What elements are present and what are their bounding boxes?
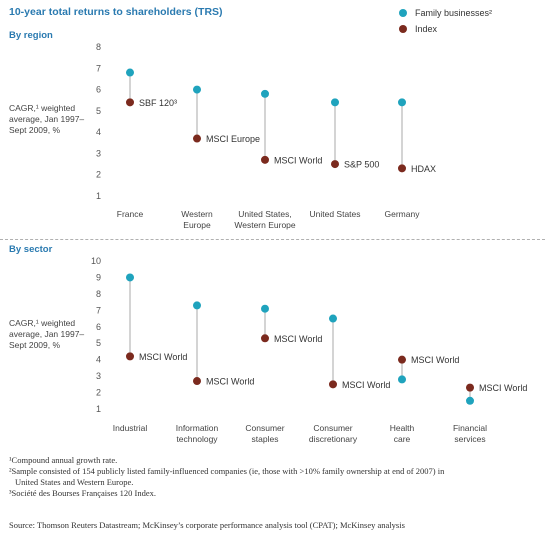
x-category-label: Germany bbox=[385, 209, 421, 219]
section-title-sector: By sector bbox=[9, 244, 53, 255]
x-category-label: Consumer bbox=[245, 423, 284, 433]
y-tick-label: 6 bbox=[96, 85, 101, 95]
x-category-label: United States bbox=[309, 209, 360, 219]
x-category-label: Industrial bbox=[113, 423, 148, 433]
legend: Family businesses² Index bbox=[399, 6, 492, 38]
x-category-label: Western bbox=[181, 209, 213, 219]
family-business-point bbox=[261, 89, 269, 98]
family-business-point bbox=[398, 98, 406, 107]
index-point bbox=[329, 380, 337, 389]
x-category-label: discretionary bbox=[309, 434, 358, 444]
y-tick-label: 9 bbox=[96, 272, 101, 282]
index-point bbox=[466, 383, 474, 392]
legend-item-index: Index bbox=[399, 22, 492, 36]
x-category-label: United States, bbox=[238, 209, 291, 219]
x-category-label: staples bbox=[252, 434, 279, 444]
y-tick-label: 8 bbox=[96, 289, 101, 299]
index-data-label: SBF 120³ bbox=[139, 98, 177, 108]
y-tick-label: 7 bbox=[96, 63, 101, 73]
y-tick-label: 3 bbox=[96, 371, 101, 381]
legend-index-label: Index bbox=[415, 24, 438, 34]
chart-sector: 1 2 3 4 5 6 7 8 9 10 MSCI World Industrial MSCI Worl… bbox=[91, 256, 527, 444]
index-point bbox=[193, 134, 201, 143]
section-divider bbox=[0, 239, 545, 240]
family-dot-icon bbox=[399, 9, 407, 17]
index-point bbox=[126, 98, 134, 107]
source-note: Source: Thomson Reuters Datastream; McKi… bbox=[9, 520, 405, 530]
legend-item-family: Family businesses² bbox=[399, 6, 492, 20]
section-title-region: By region bbox=[9, 30, 53, 41]
x-category-label: Financial bbox=[453, 423, 487, 433]
legend-family-label: Family businesses² bbox=[415, 8, 493, 18]
chart-region: 1 2 3 4 5 6 7 8 SBF 120³ France MSCI Europe Western… bbox=[96, 42, 436, 230]
index-point bbox=[261, 155, 269, 164]
footnotes: ¹Compound annual growth rate. ²Sample co… bbox=[9, 455, 444, 499]
y-tick-label: 3 bbox=[96, 148, 101, 158]
x-category-label: Health bbox=[390, 423, 415, 433]
y-tick-label: 4 bbox=[96, 127, 101, 137]
index-data-label: S&P 500 bbox=[344, 160, 379, 170]
family-business-point bbox=[329, 314, 337, 323]
index-point bbox=[193, 377, 201, 386]
y-tick-label: 4 bbox=[96, 355, 101, 365]
y-tick-label: 8 bbox=[96, 42, 101, 52]
x-category-label: Europe bbox=[183, 220, 211, 230]
family-business-point bbox=[331, 98, 339, 107]
y-axis-label-region: CAGR,¹ weighted average, Jan 1997– Sept 20… bbox=[9, 103, 85, 135]
index-data-label: MSCI World bbox=[274, 334, 322, 344]
x-category-label: Western Europe bbox=[234, 220, 296, 230]
y-tick-label: 7 bbox=[96, 305, 101, 315]
y-tick-label: 10 bbox=[91, 256, 101, 266]
y-tick-label: 6 bbox=[96, 322, 101, 332]
y-tick-label: 5 bbox=[96, 106, 101, 116]
index-data-label: HDAX bbox=[411, 164, 436, 174]
x-category-label: services bbox=[454, 434, 485, 444]
family-business-point bbox=[466, 396, 474, 405]
index-data-label: MSCI World bbox=[342, 380, 390, 390]
x-category-label: Information bbox=[176, 423, 219, 433]
family-business-point bbox=[126, 273, 134, 282]
x-category-label: technology bbox=[176, 434, 218, 444]
footnote-3: ³Société des Bourses Françaises 120 Inde… bbox=[9, 488, 157, 498]
footnote-1: ¹Compound annual growth rate. bbox=[9, 455, 118, 465]
y-tick-label: 2 bbox=[96, 388, 101, 398]
index-data-label: MSCI World bbox=[274, 155, 322, 165]
footnote-2-cont: United States and Western Europe. bbox=[15, 477, 134, 487]
index-data-label: MSCI World bbox=[206, 377, 254, 387]
y-tick-label: 2 bbox=[96, 170, 101, 180]
index-dot-icon bbox=[399, 25, 407, 33]
index-data-label: MSCI World bbox=[139, 352, 187, 362]
y-tick-label: 1 bbox=[96, 404, 101, 414]
family-business-point bbox=[398, 375, 406, 384]
family-business-point bbox=[193, 85, 201, 94]
y-tick-label: 1 bbox=[96, 191, 101, 201]
index-point bbox=[398, 164, 406, 173]
index-point bbox=[261, 334, 269, 343]
y-tick-label: 5 bbox=[96, 338, 101, 348]
x-category-label: care bbox=[394, 434, 411, 444]
family-business-point bbox=[126, 68, 134, 77]
index-data-label: MSCI World bbox=[411, 355, 459, 365]
x-category-label: France bbox=[117, 209, 144, 219]
x-category-label: Consumer bbox=[313, 423, 352, 433]
footnote-2: ²Sample consisted of 154 publicly listed… bbox=[9, 466, 445, 476]
y-axis-label-sector: CAGR,¹ weighted average, Jan 1997– Sept 20… bbox=[9, 318, 85, 350]
index-point bbox=[331, 160, 339, 169]
index-point bbox=[398, 355, 406, 364]
family-business-point bbox=[261, 304, 269, 313]
chart-title: 10-year total returns to shareholders (T… bbox=[9, 6, 223, 18]
index-data-label: MSCI Europe bbox=[206, 134, 260, 144]
index-point bbox=[126, 352, 134, 361]
family-business-point bbox=[193, 301, 201, 310]
index-data-label: MSCI World bbox=[479, 383, 527, 393]
